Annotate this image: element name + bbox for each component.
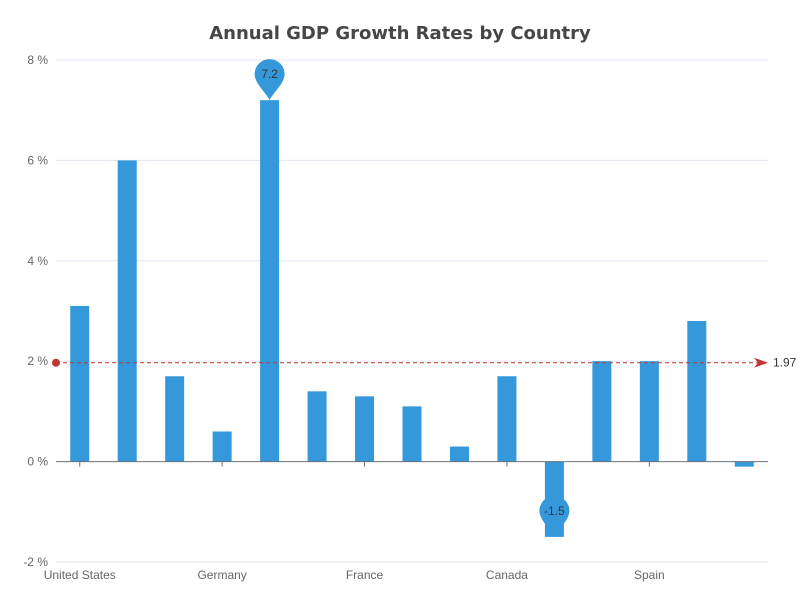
y-axis-ticks: 8 % 6 % 4 % 2 % 0 % -2 % [23,53,48,569]
bar[interactable] [497,376,517,462]
bar[interactable] [355,396,375,462]
bar[interactable] [402,406,422,462]
chart-title: Annual GDP Growth Rates by Country [209,23,591,44]
mark-point-label: -1.5 [544,504,565,518]
bar[interactable] [212,431,232,462]
mark-points: 7.2 -1.5 [254,59,570,537]
bar[interactable] [165,376,185,462]
y-tick-label: 2 % [27,354,48,368]
y-tick-label: 8 % [27,53,48,67]
bar[interactable] [449,446,469,462]
y-tick-label: 6 % [27,153,48,167]
bar[interactable] [639,361,659,462]
bar[interactable] [260,100,280,462]
y-tick-label: 0 % [27,455,48,469]
bar[interactable] [592,361,612,462]
x-tick-label: Spain [634,568,665,582]
bar[interactable] [70,305,90,462]
bar[interactable] [307,391,327,462]
mark-line-start-dot [52,358,60,367]
grid-lines [56,59,768,563]
x-axis-labels: United States Germany France Canada Spain [44,568,665,582]
mark-point-label: 7.2 [261,67,278,81]
bars [70,100,754,537]
x-axis [56,461,768,467]
bar[interactable] [687,321,707,462]
mark-point[interactable]: -1.5 [539,495,570,537]
bar[interactable] [734,461,754,467]
mark-point-pin [254,59,285,101]
y-tick-label: 4 % [27,254,48,268]
mark-point-pin [539,495,570,537]
average-mark-line: 1.97 [52,356,797,370]
bar[interactable] [117,160,137,462]
mark-point[interactable]: 7.2 [254,59,285,101]
x-tick-label: United States [44,568,116,582]
y-tick-label: -2 % [23,555,48,569]
x-tick-label: France [346,568,384,582]
mark-line-label: 1.97 [773,356,797,370]
mark-line-arrow [754,357,768,368]
x-tick-label: Germany [197,568,246,582]
x-tick-label: Canada [486,568,528,582]
